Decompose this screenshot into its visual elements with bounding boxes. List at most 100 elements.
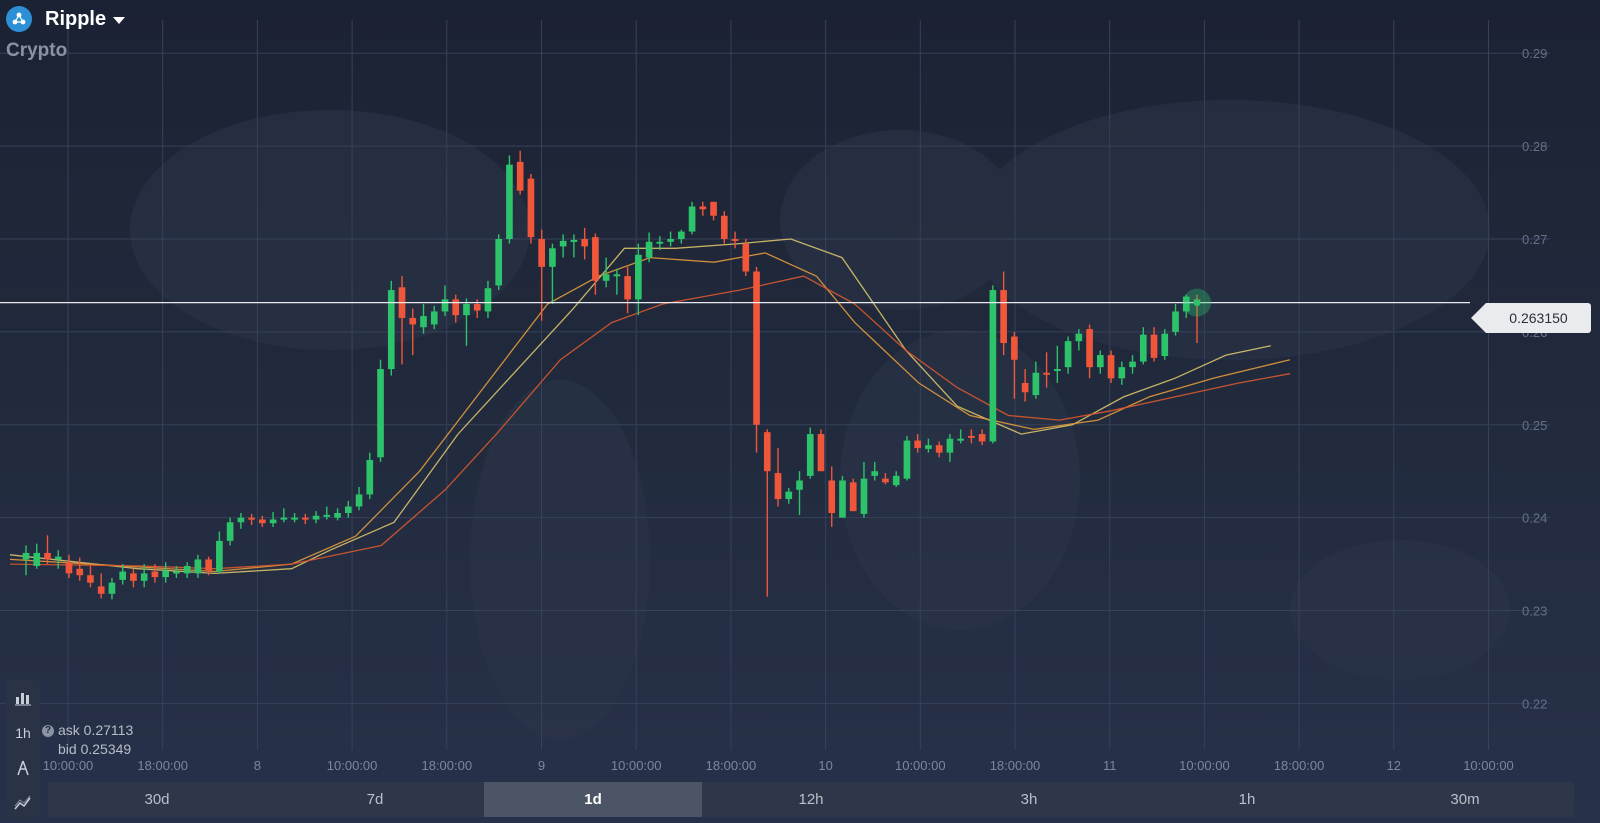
candle-body <box>194 559 202 574</box>
candle-body <box>495 238 503 286</box>
drawing-tools-button[interactable] <box>6 750 40 785</box>
candle-body <box>699 206 707 210</box>
period-3h[interactable]: 3h <box>1020 791 1038 808</box>
candle-body <box>97 586 105 594</box>
asset-selector[interactable]: Ripple <box>6 6 126 32</box>
candle-body <box>645 241 653 258</box>
x-tick-label: 18:00:00 <box>1274 758 1325 773</box>
candle-body <box>226 522 234 541</box>
asset-category: Crypto <box>6 40 68 61</box>
x-tick-label: 10 <box>818 758 832 773</box>
candle-body <box>1139 334 1147 362</box>
candle-body <box>420 316 427 328</box>
candle-body <box>559 240 567 247</box>
candle-body <box>430 311 438 325</box>
candle-body <box>688 206 696 232</box>
quote-panel: ? ask 0.27113 bid 0.25349 <box>42 722 133 760</box>
candle-body <box>892 475 900 486</box>
period-1h[interactable]: 1h <box>1238 791 1256 808</box>
y-tick-label: 0.24 <box>1522 511 1547 526</box>
candle-body <box>269 519 277 524</box>
y-tick-label: 0.22 <box>1522 696 1547 711</box>
x-tick-label: 10:00:00 <box>43 758 94 773</box>
candle-body <box>720 215 728 239</box>
moving-averages <box>9 238 1291 575</box>
x-tick-label: 18:00:00 <box>990 758 1041 773</box>
candle-body <box>806 434 814 476</box>
x-tick-label: 12 <box>1387 758 1401 773</box>
candle-body <box>1032 372 1040 396</box>
period-selector: 30d 7d 1d 12h 3h 1h 30m <box>48 782 1574 817</box>
candle-body <box>785 491 793 500</box>
y-tick-label: 0.29 <box>1522 46 1547 61</box>
x-tick-label: 9 <box>538 758 545 773</box>
candle-body <box>248 517 255 520</box>
x-tick-label: 10:00:00 <box>895 758 946 773</box>
candle-body <box>828 480 836 514</box>
timeframe-button[interactable]: 1h <box>15 724 31 741</box>
candle-body <box>946 438 954 453</box>
drawing-tools-icon <box>17 760 29 775</box>
candle-body <box>205 559 212 572</box>
candle-body <box>1129 361 1136 368</box>
candle-body <box>1043 372 1050 375</box>
candle-body <box>1096 355 1104 368</box>
candle-body <box>237 517 245 523</box>
period-30m[interactable]: 30m <box>1450 791 1480 808</box>
candle-body <box>183 565 191 574</box>
ma_slow-line <box>9 275 1291 570</box>
candle-body <box>312 515 320 520</box>
candle-body <box>1000 290 1007 344</box>
candle-body <box>1075 333 1083 342</box>
chart-type-button[interactable] <box>6 680 40 715</box>
period-30d[interactable]: 30d <box>144 791 170 808</box>
y-tick-label: 0.28 <box>1522 139 1547 154</box>
x-tick-label: 10:00:00 <box>1463 758 1514 773</box>
candle-body <box>387 290 395 370</box>
period-1d[interactable]: 1d <box>484 782 702 817</box>
candle-body <box>162 570 169 578</box>
x-tick-label: 10:00:00 <box>611 758 662 773</box>
period-7d[interactable]: 7d <box>366 791 384 808</box>
candle-body <box>903 440 911 479</box>
candle-body <box>731 238 739 241</box>
indicators-button[interactable] <box>6 785 40 820</box>
candle-body <box>527 178 535 238</box>
candle-body <box>54 556 62 560</box>
candle-body <box>151 571 159 578</box>
candle-body <box>22 552 30 560</box>
candle-body <box>882 478 889 483</box>
y-tick-label: 0.23 <box>1522 604 1547 619</box>
x-tick-label: 11 <box>1103 758 1117 773</box>
candle-body <box>1107 355 1115 379</box>
ma_mid-line <box>9 252 1291 573</box>
candle-body <box>613 274 621 277</box>
candle-body <box>677 231 685 239</box>
ma_fast-line <box>9 238 1271 575</box>
candle-body <box>656 241 664 244</box>
candlesticks <box>22 150 1201 600</box>
candle-body <box>989 290 997 442</box>
candle-body <box>1021 382 1029 393</box>
candle-body <box>753 271 760 425</box>
candle-body <box>87 575 94 583</box>
chart-toolbar: 1h <box>6 680 40 820</box>
candle-body <box>849 482 857 512</box>
candle-body <box>1118 367 1126 379</box>
candle-body <box>817 434 825 472</box>
candle-body <box>1086 329 1093 368</box>
chevron-down-icon <box>113 17 126 24</box>
last-price-dot <box>1193 299 1201 307</box>
candle-body <box>774 473 782 500</box>
candle-body <box>1150 334 1158 358</box>
candle-body <box>570 239 578 242</box>
x-axis: 10:00:00 18:00:00 8 10:00:00 18:00:00 9 10:00:… <box>43 758 1514 773</box>
candle-body <box>173 571 180 574</box>
candle-body <box>1064 341 1072 368</box>
candle-body <box>914 440 922 448</box>
help-icon[interactable]: ? <box>42 725 54 737</box>
candle-body <box>366 460 374 495</box>
candle-body <box>452 299 460 316</box>
period-12h[interactable]: 12h <box>798 791 824 808</box>
